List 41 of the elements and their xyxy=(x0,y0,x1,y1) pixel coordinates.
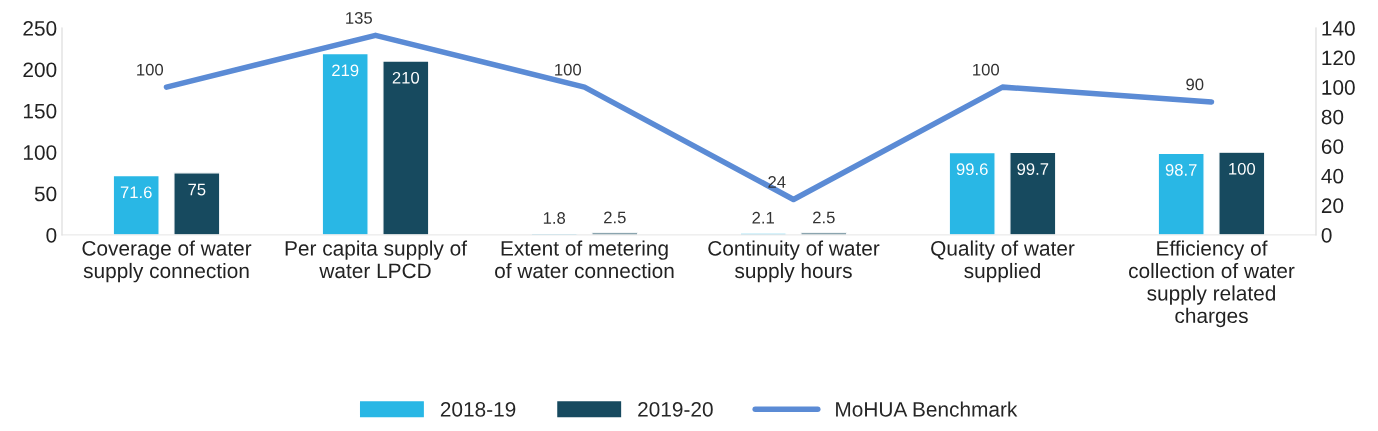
y2-tick-label: 120 xyxy=(1322,50,1355,66)
x-tick-label: Continuity of water supply hours xyxy=(708,240,880,283)
legend-label: 2018-19 xyxy=(440,402,516,417)
x-tick-label: Quality of water supplied xyxy=(931,240,1075,283)
data-label: 90 xyxy=(1186,78,1204,91)
data-label: 24 xyxy=(768,176,786,188)
data-label: 2.1 xyxy=(752,211,774,224)
legend-label: MoHUA Benchmark xyxy=(836,401,1018,417)
y-tick-label: 200 xyxy=(23,62,57,78)
data-label: 98.7 xyxy=(1165,164,1197,176)
data-label: 99.7 xyxy=(1017,163,1049,175)
x-tick-label: Efficiency of collection of water supply related charges xyxy=(1129,240,1295,328)
data-label: 135 xyxy=(346,12,372,24)
y2-tick-label: 0 xyxy=(1321,227,1332,243)
data-label: 75 xyxy=(188,183,206,196)
y2-tick-label: 140 xyxy=(1322,21,1355,36)
legend-label: 2019-20 xyxy=(638,402,713,417)
data-label: 100 xyxy=(973,63,1000,76)
y-tick-label: 50 xyxy=(34,186,57,202)
x-tick-label: Extent of metering of water connection xyxy=(495,240,674,279)
x-tick-label: Per capita supply of water LPCD xyxy=(285,240,468,279)
data-label: 2.5 xyxy=(604,211,626,224)
y-tick-label: 150 xyxy=(23,103,57,119)
y2-tick-label: 40 xyxy=(1321,168,1344,184)
x-tick-label: Coverage of water supply connection xyxy=(82,240,252,283)
data-label: 219 xyxy=(332,64,359,77)
y2-tick-label: 80 xyxy=(1321,109,1344,125)
y-tick-label: 250 xyxy=(23,21,57,36)
data-label: 100 xyxy=(137,63,164,76)
data-label: 100 xyxy=(1229,162,1256,175)
data-label: 71.6 xyxy=(120,186,152,199)
data-label: 2.5 xyxy=(813,211,835,224)
y-tick-label: 100 xyxy=(23,145,57,160)
y2-tick-label: 60 xyxy=(1321,139,1344,154)
y-tick-label: 0 xyxy=(46,227,57,243)
data-label: 1.8 xyxy=(543,212,566,224)
y2-tick-label: 100 xyxy=(1322,80,1355,95)
data-label: 100 xyxy=(555,63,582,76)
data-label: 210 xyxy=(392,71,420,84)
data-label: 99.6 xyxy=(956,163,988,176)
y2-tick-label: 20 xyxy=(1321,198,1344,214)
